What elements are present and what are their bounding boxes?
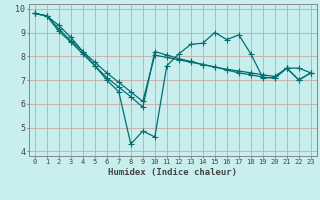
- X-axis label: Humidex (Indice chaleur): Humidex (Indice chaleur): [108, 168, 237, 177]
